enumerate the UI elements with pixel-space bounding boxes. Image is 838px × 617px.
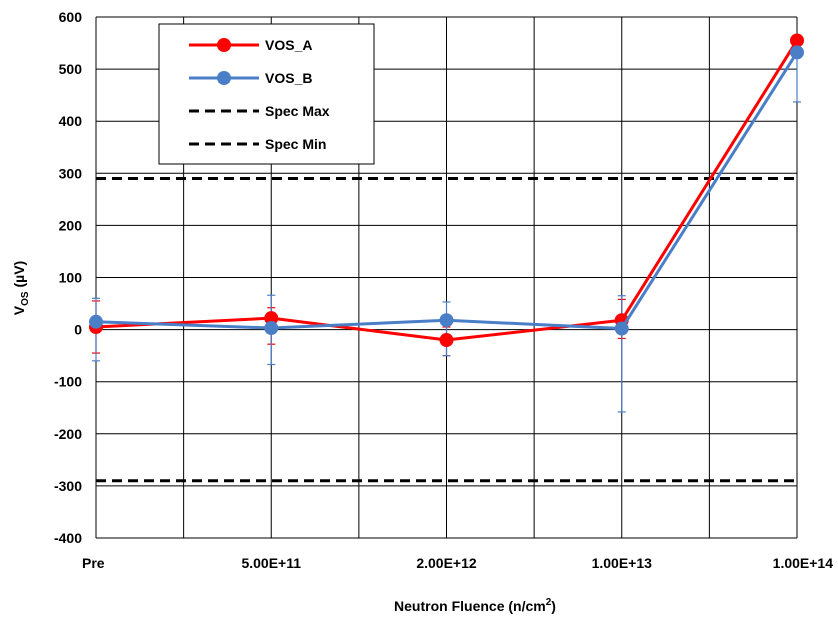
grid xyxy=(95,16,798,539)
y-tick-label: 300 xyxy=(59,165,83,181)
data-point-vos-b xyxy=(439,313,454,328)
legend-marker-vos-b xyxy=(217,71,231,85)
data-point-vos-a xyxy=(790,33,804,48)
y-tick-label: 0 xyxy=(74,322,82,338)
legend-box xyxy=(158,23,375,165)
data-point-vos-b xyxy=(89,314,103,329)
x-tick-label: 5.00E+11 xyxy=(241,555,301,571)
y-tick-label: -300 xyxy=(54,478,82,494)
x-axis-label: Neutron Fluence (n/cm2) xyxy=(394,597,556,614)
x-tick-label: 2.00E+12 xyxy=(416,555,477,571)
legend-label-spec-min: Spec Min xyxy=(265,136,326,152)
y-tick-label: -200 xyxy=(54,426,82,442)
y-tick-label: 200 xyxy=(59,217,83,233)
y-tick-label: 400 xyxy=(59,113,83,129)
y-tick-label: 600 xyxy=(59,9,83,25)
y-tick-label: 500 xyxy=(59,61,83,77)
data-point-vos-b xyxy=(614,321,629,336)
data-point-vos-b xyxy=(790,45,804,60)
data-point-vos-a xyxy=(439,333,454,348)
data-point-vos-b xyxy=(264,321,279,336)
legend: VOS_A VOS_B Spec Max Spec Min xyxy=(158,23,375,165)
x-tick-labels: Pre 5.00E+11 2.00E+12 1.00E+13 1.00E+14 xyxy=(82,555,833,571)
series xyxy=(89,33,804,348)
y-tick-label: -400 xyxy=(54,530,82,546)
y-axis-label: VOS (µV) xyxy=(11,261,31,315)
x-tick-label: 1.00E+14 xyxy=(773,555,834,571)
x-axis-label-sup: 2 xyxy=(546,597,552,608)
y-tick-label: 100 xyxy=(59,270,83,286)
y-tick-label: -100 xyxy=(54,374,82,390)
y-tick-labels: 600 500 400 300 200 100 0 -100 -200 -300 -400 xyxy=(54,9,82,546)
legend-marker-vos-a xyxy=(217,38,231,52)
reference-lines xyxy=(96,177,797,483)
legend-label-spec-max: Spec Max xyxy=(265,103,330,119)
y-axis-label-sub: OS xyxy=(20,291,31,306)
legend-label-vos-a: VOS_A xyxy=(265,37,312,53)
x-tick-label: 1.00E+13 xyxy=(592,555,653,571)
data-point-vos-a xyxy=(264,311,279,326)
legend-label-vos-b: VOS_B xyxy=(265,70,312,86)
x-tick-label: Pre xyxy=(82,555,105,571)
